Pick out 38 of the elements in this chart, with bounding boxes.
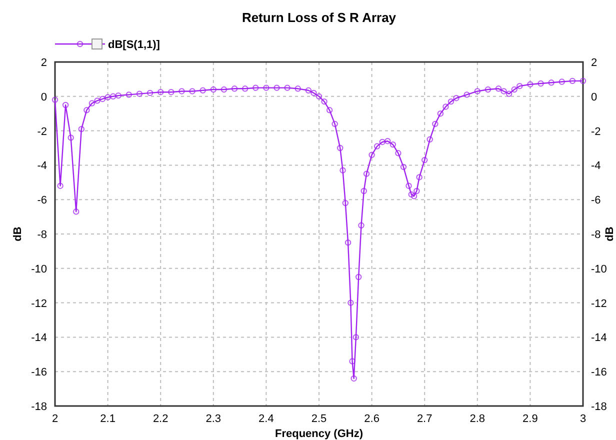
y-tick-label: 0: [40, 91, 47, 104]
y-tick-label: -16: [31, 366, 47, 379]
y-axis-title: dB: [12, 226, 24, 242]
x-tick-label: 2.3: [206, 413, 222, 425]
x-tick-label: 2.4: [258, 413, 274, 425]
x-tick-label: 2.9: [522, 413, 538, 425]
y2-tick-label: -4: [591, 160, 601, 172]
y2-axis-title: dB: [604, 226, 616, 242]
x-axis-title: Frequency (GHz): [274, 428, 364, 440]
x-tick-label: 3: [580, 413, 586, 425]
x-tick-label: 2.7: [416, 413, 432, 425]
y-tick-label: -18: [31, 401, 47, 413]
chart-title: Return Loss of S R Array: [242, 10, 397, 25]
y2-tick-label: -16: [591, 366, 607, 379]
y-tick-label: -6: [37, 194, 47, 207]
y-tick-label: 2: [40, 57, 47, 69]
y2-tick-label: -2: [591, 126, 601, 138]
y2-tick-label: -6: [591, 194, 601, 207]
y-tick-label: -12: [31, 298, 47, 310]
y2-tick-label: -14: [591, 332, 607, 344]
x-tick-label: 2.2: [152, 413, 168, 425]
y-tick-label: -4: [37, 160, 47, 172]
y-tick-label: -10: [31, 263, 47, 276]
y2-tick-label: -12: [591, 298, 607, 310]
x-tick-label: 2.5: [311, 413, 327, 425]
y2-tick-label: -18: [591, 401, 607, 413]
x-tick-label: 2.8: [470, 413, 486, 425]
legend-label: dB[S(1,1)]: [108, 39, 160, 51]
x-tick-label: 2.6: [364, 413, 380, 425]
y2-tick-label: -10: [591, 263, 607, 276]
y2-tick-label: 2: [591, 57, 598, 69]
y2-tick-label: 0: [591, 91, 598, 104]
y2-tick-label: -8: [591, 229, 601, 241]
y-tick-label: -2: [37, 126, 47, 138]
x-tick-label: 2.1: [100, 413, 116, 425]
x-tick-label: 2: [52, 413, 58, 425]
y-tick-label: -8: [37, 229, 47, 241]
y-tick-label: -14: [31, 332, 47, 344]
